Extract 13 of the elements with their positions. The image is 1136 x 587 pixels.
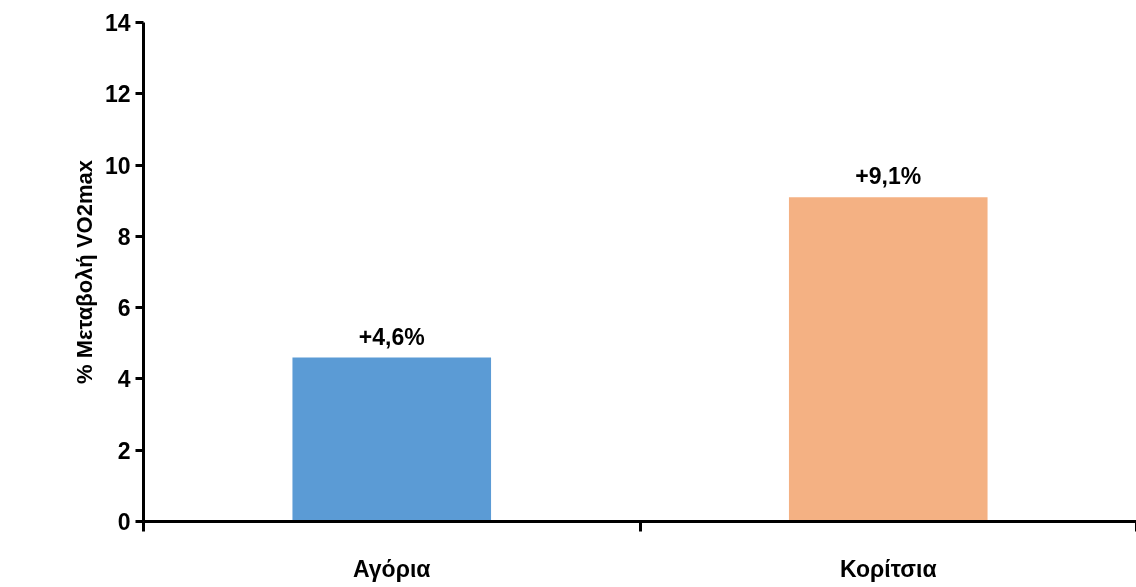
- y-tick-label: 0: [117, 509, 131, 535]
- x-tick-label: Κορίτσια: [839, 555, 937, 582]
- y-tick-label: 14: [104, 10, 131, 36]
- y-tick-label: 12: [104, 81, 131, 108]
- x-tick-label: Αγόρια: [353, 555, 431, 582]
- y-axis-title: % Μεταβολή VO2max: [71, 159, 97, 384]
- data-label: +9,1%: [855, 163, 922, 190]
- y-tick-label: 4: [117, 366, 131, 393]
- y-tick-label: 10: [104, 152, 131, 179]
- data-label: +4,6%: [358, 323, 425, 350]
- y-tick-label: 8: [117, 223, 131, 250]
- y-tick-label: 2: [117, 437, 131, 464]
- y-tick-label: 6: [117, 295, 131, 322]
